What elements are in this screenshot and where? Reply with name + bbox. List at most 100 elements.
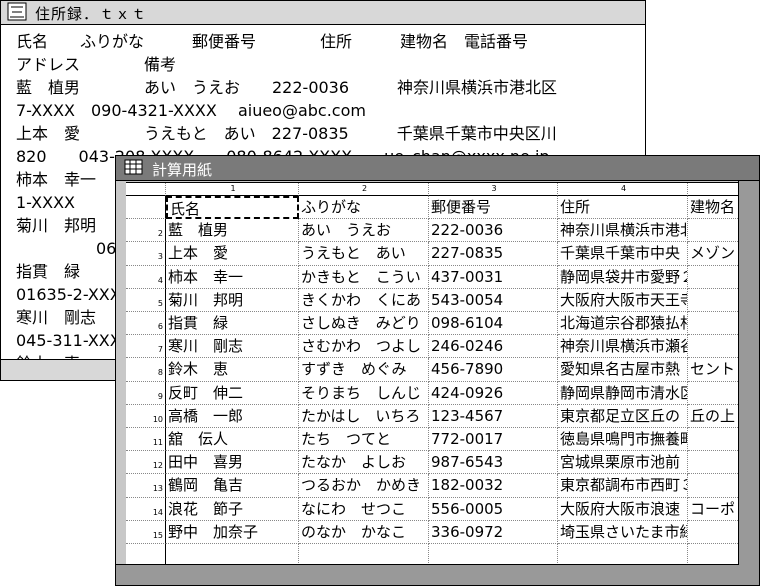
cell[interactable]: あい うえお [299, 219, 429, 243]
cell[interactable]: さしぬき みどり [299, 312, 429, 336]
cell[interactable]: 鈴木 恵 [166, 358, 299, 382]
cell[interactable]: 227-0835 [429, 242, 558, 266]
cell[interactable]: すずき めぐみ [299, 358, 429, 382]
cell[interactable]: 菊川 邦明 [166, 288, 299, 312]
text-line: 045-311-XXX [16, 331, 121, 350]
sheet-grid[interactable]: 1 2 3 4 氏名 ふりがな 郵便番号 住所 建物名 2 藍 植男 あい うえお 222-0036 神奈… [126, 182, 740, 567]
row-header: 14 [126, 497, 166, 521]
cell[interactable]: 246-0246 [429, 335, 558, 359]
cell[interactable]: 222-0036 [429, 219, 558, 243]
cell[interactable]: 愛知県名古屋市熱 [558, 358, 688, 382]
cell[interactable]: うえもと あい [299, 242, 429, 266]
cell[interactable]: 437-0031 [429, 265, 558, 289]
row-header: 4 [126, 265, 166, 289]
cell[interactable]: 神奈川県横浜市瀬谷区東 [558, 335, 688, 359]
cell[interactable]: 建物名 [688, 196, 740, 220]
vertical-scrollbar[interactable] [738, 181, 759, 585]
cell[interactable]: たなか よしお [299, 451, 429, 475]
cell[interactable] [688, 266, 740, 289]
cell[interactable]: 上本 愛 [166, 242, 299, 266]
horizontal-scrollbar[interactable] [116, 564, 739, 585]
column-header: 3 [429, 183, 558, 196]
cell[interactable] [688, 312, 740, 336]
corner [126, 183, 166, 196]
cell[interactable]: きくかわ くにあ [299, 288, 429, 312]
row-header: 9 [126, 381, 166, 405]
cell[interactable]: かきもと こうい [299, 265, 429, 289]
cell[interactable]: コーポ [688, 498, 740, 521]
cell[interactable]: 772-0017 [429, 428, 558, 452]
text-line: 藍 植男 あい うえお 222-0036 神奈川県横浜市港北区 [16, 78, 558, 97]
cell[interactable] [688, 219, 740, 243]
cell[interactable]: なにわ せつこ [299, 497, 429, 521]
cell[interactable]: 987-6543 [429, 451, 558, 475]
cell[interactable]: そりまち しんじ [299, 381, 429, 405]
text-line: アドレス 備考 [16, 55, 177, 74]
cell[interactable]: 大阪府大阪市浪速 [558, 497, 688, 521]
text-line: 寒川 剛志 [16, 308, 97, 327]
cell[interactable]: 指貫 緑 [166, 312, 299, 336]
cell[interactable]: 424-0926 [429, 381, 558, 405]
column-header: 2 [299, 183, 429, 196]
cell[interactable]: 千葉県千葉市中央 [558, 242, 688, 266]
column-header: 1 [166, 183, 299, 196]
cell[interactable]: たち つてと [299, 428, 429, 452]
row-header: 6 [126, 312, 166, 336]
cell[interactable] [688, 521, 740, 544]
cell[interactable]: 大阪府大阪市天王寺区南 [558, 288, 688, 312]
column-header [688, 183, 740, 196]
cell[interactable] [688, 289, 740, 312]
cell[interactable]: 182-0032 [429, 474, 558, 498]
cell[interactable]: 野中 加奈子 [166, 520, 299, 544]
cell[interactable]: 浪花 節子 [166, 497, 299, 521]
text-line: 上本 愛 うえもと あい 227-0835 千葉県千葉市中央区川 [16, 124, 557, 143]
cell[interactable]: さむかわ つよし [299, 335, 429, 359]
cell[interactable]: のなか かなこ [299, 520, 429, 544]
cell[interactable]: 鶴岡 亀吉 [166, 474, 299, 498]
row-header: 2 [126, 219, 166, 243]
sheet-icon[interactable] [124, 158, 146, 178]
cell[interactable]: 高橋 一郎 [166, 404, 299, 428]
cell[interactable]: 336-0972 [429, 520, 558, 544]
cell[interactable]: 神奈川県横浜市港北区小杉 [558, 219, 688, 243]
cell[interactable]: たかはし いちろ [299, 404, 429, 428]
cell[interactable] [688, 428, 740, 452]
cell[interactable]: 藍 植男 [166, 219, 299, 243]
cell[interactable] [688, 451, 740, 475]
selected-cell[interactable]: 氏名 [166, 196, 299, 220]
cell[interactable]: 舘 伝人 [166, 428, 299, 452]
cell[interactable]: 東京都足立区丘の [558, 404, 688, 428]
cell[interactable]: 寒川 剛志 [166, 335, 299, 359]
cell[interactable]: 徳島県鳴門市撫養町立岩 [558, 428, 688, 452]
cell[interactable] [688, 474, 740, 498]
cell[interactable]: 宮城県栗原市池前 [558, 451, 688, 475]
cell[interactable]: 静岡県袋井市愛野２３０ [558, 265, 688, 289]
cell[interactable]: 543-0054 [429, 288, 558, 312]
cell[interactable]: メゾン [688, 242, 740, 266]
cell[interactable]: 田中 喜男 [166, 451, 299, 475]
cell[interactable]: 埼玉県さいたま市緑区中野 [558, 520, 688, 544]
cell[interactable]: 123-4567 [429, 404, 558, 428]
cell[interactable]: 柿本 幸一 [166, 265, 299, 289]
cell[interactable] [688, 335, 740, 359]
title-bar[interactable]: 計算用紙 [116, 156, 759, 181]
cell[interactable]: 反町 伸二 [166, 381, 299, 405]
cell[interactable]: 456-7890 [429, 358, 558, 382]
cell[interactable]: 丘の上 [688, 405, 740, 428]
row-header [126, 196, 166, 220]
cell[interactable]: セント [688, 358, 740, 382]
cell[interactable]: 住所 [558, 196, 688, 220]
cell[interactable]: 静岡県静岡市清水区村松 [558, 381, 688, 405]
cell[interactable]: 北海道宗谷郡猿払村猿払 [558, 312, 688, 336]
cell[interactable] [688, 382, 740, 405]
cell[interactable]: つるおか かめき [299, 474, 429, 498]
menu-icon[interactable] [7, 2, 29, 22]
cell[interactable]: 098-6104 [429, 312, 558, 336]
row-header: 12 [126, 451, 166, 475]
title-bar[interactable]: 住所録．ｔｘｔ [1, 1, 645, 25]
row-header: 10 [126, 404, 166, 428]
cell[interactable]: 東京都調布市西町３７６ [558, 474, 688, 498]
cell[interactable]: 556-0005 [429, 497, 558, 521]
cell[interactable]: ふりがな [299, 196, 429, 220]
cell[interactable]: 郵便番号 [429, 196, 558, 220]
